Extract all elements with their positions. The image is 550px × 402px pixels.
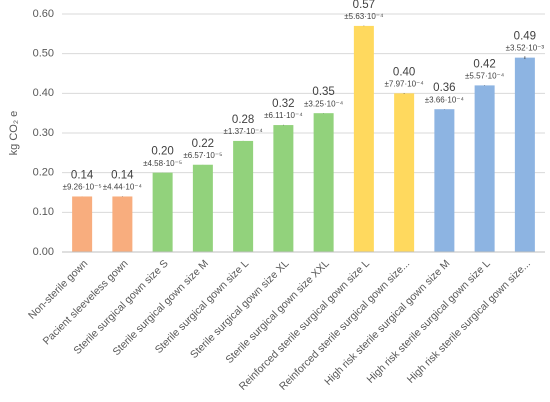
data-label: 0.57	[353, 0, 375, 11]
data-label: 0.35	[312, 86, 334, 98]
y-tick-label: 0.60	[33, 8, 54, 20]
y-tick-label: 0.30	[33, 127, 54, 139]
bar	[474, 85, 495, 253]
error-label: ±6.11·10⁻⁴	[264, 111, 303, 120]
error-label: ±3.66·10⁻⁴	[425, 95, 465, 104]
data-label: 0.32	[272, 98, 294, 110]
data-label: 0.28	[232, 114, 254, 126]
data-label: 0.14	[111, 169, 134, 181]
data-label: 0.14	[71, 169, 94, 181]
error-label: ±4.58·10⁻⁵	[143, 159, 182, 168]
bar	[313, 113, 334, 253]
data-label: 0.40	[393, 66, 415, 78]
error-label: ±5.63·10⁻⁴	[344, 12, 384, 21]
error-label: ±7.97·10⁻⁴	[385, 79, 425, 88]
data-label: 0.49	[514, 31, 536, 43]
bar	[434, 109, 455, 252]
error-label: ±6.57·10⁻⁵	[183, 151, 222, 160]
y-tick-label: 0.40	[33, 87, 54, 99]
bar	[353, 25, 374, 253]
error-label: ±4.44·10⁻⁴	[103, 183, 143, 192]
data-label: 0.20	[151, 146, 173, 158]
bar	[233, 140, 254, 252]
error-label: ±1.37·10⁻⁴	[224, 127, 264, 136]
y-tick-label: 0.10	[33, 206, 54, 218]
bar	[394, 93, 415, 252]
data-label: 0.42	[473, 58, 495, 70]
error-label: ±3.52·10⁻³	[506, 44, 545, 53]
bar	[152, 172, 173, 252]
error-label: ±3.25·10⁻⁴	[304, 99, 344, 108]
y-tick-label: 0.00	[33, 246, 54, 258]
error-label: ±9.26·10⁻⁵	[63, 183, 102, 192]
bar	[72, 196, 93, 252]
bar	[112, 196, 133, 252]
bar	[192, 164, 213, 252]
y-axis-label: kg CO₂ e	[8, 111, 20, 156]
bar	[514, 57, 535, 253]
data-label: 0.36	[433, 82, 455, 94]
y-tick-label: 0.20	[33, 167, 54, 179]
data-label: 0.22	[192, 138, 214, 150]
y-tick-label: 0.50	[33, 48, 54, 60]
bar	[273, 125, 294, 252]
error-label: ±5.57·10⁻⁴	[465, 72, 505, 81]
